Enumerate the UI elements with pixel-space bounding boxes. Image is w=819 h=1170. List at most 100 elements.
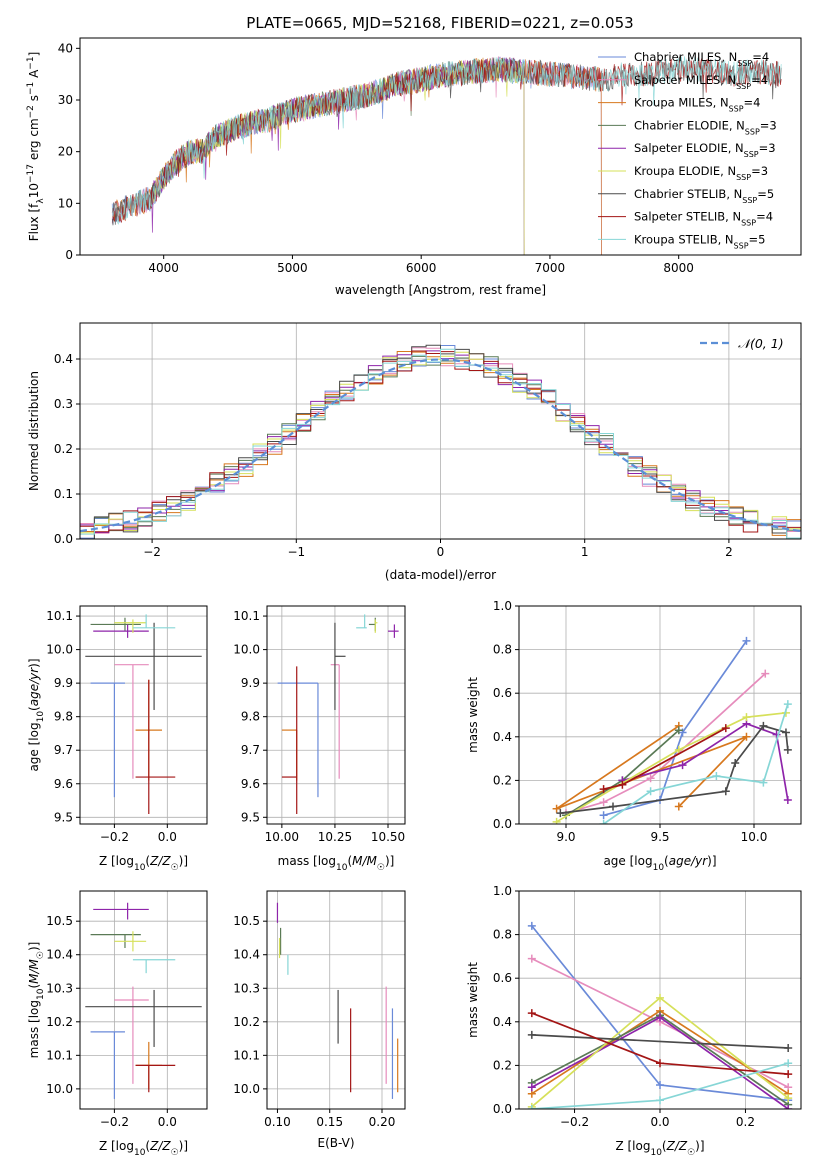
weight-marker bbox=[527, 1083, 536, 1092]
x-axis-label: Z [log10(Z/Z☉)] bbox=[99, 1139, 188, 1158]
weight-series bbox=[527, 1009, 793, 1079]
legend-entry: Salpeter MILES, NSSP=4 bbox=[634, 73, 768, 91]
errorbar-point bbox=[281, 666, 298, 814]
weight-marker bbox=[552, 817, 561, 824]
weight-vs-age-frame: 9.0 9.5 10.0 0.0 0.2 0.4 0.6 0.8 1.0 age [log10(a… bbox=[466, 599, 802, 873]
y-axis-label: Flux [fλ10−17 erg cm−2 s−1 A−1] bbox=[26, 52, 46, 242]
y-tick-label: 0.4 bbox=[54, 352, 73, 366]
y-tick-label: 9.8 bbox=[54, 710, 73, 724]
y-tick-label: 10.4 bbox=[46, 948, 73, 962]
legend-entry: Salpeter STELIB, NSSP=4 bbox=[634, 210, 773, 228]
y-tick-label: 0.4 bbox=[493, 1015, 512, 1029]
x-axis-label: wavelength [Angstrom, rest frame] bbox=[335, 283, 546, 297]
weight-vs-Z-frame: −0.2 0.0 0.2 0.0 0.2 0.4 0.6 0.8 1.0 Z [log10(Z/Z… bbox=[466, 884, 802, 1158]
weight-marker bbox=[656, 993, 664, 1002]
weight-line bbox=[565, 729, 680, 817]
weight-marker bbox=[742, 636, 751, 645]
errorbar-point bbox=[388, 624, 399, 638]
errorbar-point bbox=[281, 729, 298, 781]
x-tick-label: 10.00 bbox=[265, 830, 299, 844]
weight-series bbox=[562, 669, 770, 818]
y-axis-label: mass [log10(M/M☉)] bbox=[27, 942, 46, 1059]
x-tick-label: 10.50 bbox=[371, 830, 405, 844]
y-tick-label: 0 bbox=[65, 248, 73, 262]
mass-vs-Z-frame: −0.2 0.0 10.0 10.1 10.2 10.3 10.4 10.5 Z [log10(… bbox=[27, 890, 208, 1158]
weight-vs-Z-axes: −0.2 0.0 0.2 0.0 0.2 0.4 0.6 0.8 1.0 Z [log10(Z/Z… bbox=[466, 884, 802, 1158]
axes-frame bbox=[79, 605, 208, 825]
y-tick-label: 10.1 bbox=[46, 1048, 73, 1062]
y-tick-label: 9.6 bbox=[54, 777, 73, 791]
weight-marker bbox=[742, 732, 751, 741]
weight-series bbox=[527, 993, 793, 1109]
y-tick-label: 0.2 bbox=[54, 442, 73, 456]
age-vs-mass-frame: 10.00 10.25 10.50 9.5 9.6 9.7 9.8 9.9 10.0 10.1 ma… bbox=[233, 605, 406, 873]
residual-hist-plot bbox=[80, 344, 801, 539]
x-tick-label: 7000 bbox=[535, 261, 566, 275]
y-tick-label: 1.0 bbox=[493, 884, 512, 898]
weight-series bbox=[556, 721, 792, 818]
legend-entry: Kroupa ELODIE, NSSP=3 bbox=[634, 164, 768, 182]
mass-vs-ebv-frame: 0.10 0.15 0.20 10.0 10.1 10.2 10.3 10.4 10.5 E(B-… bbox=[233, 890, 406, 1150]
y-tick-label: 10.1 bbox=[233, 1048, 260, 1062]
errorbar-point bbox=[114, 931, 147, 952]
weight-marker bbox=[674, 745, 683, 754]
errorbar-point bbox=[114, 619, 147, 633]
spectrum-plot bbox=[111, 55, 782, 255]
y-tick-label: 0.8 bbox=[493, 928, 512, 942]
weight-marker bbox=[784, 1094, 793, 1103]
age-vs-Z-axes: −0.2 0.0 9.5 9.6 9.7 9.8 9.9 10.0 10.1 Z [log10(Z… bbox=[27, 605, 208, 873]
weight-marker bbox=[656, 1096, 664, 1105]
y-tick-label: 9.9 bbox=[241, 676, 260, 690]
y-tick-label: 10.0 bbox=[46, 643, 73, 657]
weight-line bbox=[565, 672, 766, 814]
x-tick-label: 2 bbox=[725, 545, 733, 559]
weight-marker bbox=[656, 1059, 664, 1068]
y-tick-label: 10.5 bbox=[46, 914, 73, 928]
weight-vs-age-plot bbox=[552, 636, 792, 824]
x-tick-label: 5000 bbox=[277, 261, 308, 275]
weight-marker bbox=[527, 954, 536, 963]
y-axis-label: age [log10(age/yr)] bbox=[27, 658, 46, 771]
weight-marker bbox=[552, 804, 561, 813]
weight-marker bbox=[527, 1009, 536, 1018]
spectrum-line bbox=[150, 58, 525, 255]
weight-marker bbox=[527, 921, 536, 930]
weight-marker bbox=[731, 758, 740, 767]
weight-marker bbox=[527, 1030, 536, 1039]
weight-marker bbox=[761, 669, 770, 678]
y-tick-label: 10.0 bbox=[233, 643, 260, 657]
weight-marker bbox=[678, 761, 687, 770]
weight-marker bbox=[527, 1105, 536, 1109]
weight-series bbox=[527, 1013, 793, 1109]
y-tick-label: 9.5 bbox=[54, 810, 73, 824]
weight-marker bbox=[784, 1105, 793, 1109]
weight-marker bbox=[599, 798, 608, 807]
x-tick-label: 0.2 bbox=[736, 1115, 755, 1129]
errorbar-point bbox=[277, 682, 319, 798]
y-tick-label: 10.2 bbox=[233, 1015, 260, 1029]
x-axis-label: (data-model)/error bbox=[385, 568, 496, 582]
x-tick-label: −0.2 bbox=[100, 1115, 129, 1129]
weight-marker bbox=[784, 1043, 793, 1052]
y-tick-label: 10.1 bbox=[46, 609, 73, 623]
x-tick-label: −1 bbox=[287, 545, 305, 559]
weight-marker bbox=[599, 785, 608, 794]
y-tick-label: 10.2 bbox=[46, 1015, 73, 1029]
y-tick-label: 0.4 bbox=[493, 730, 512, 744]
weight-marker bbox=[784, 1070, 793, 1079]
weight-marker bbox=[781, 728, 790, 737]
weight-series bbox=[599, 724, 730, 794]
weight-marker bbox=[783, 745, 792, 754]
weight-marker bbox=[656, 1013, 664, 1022]
y-axis-label: mass weight bbox=[466, 962, 480, 1038]
weight-marker bbox=[609, 802, 617, 811]
weight-series bbox=[527, 1030, 793, 1052]
y-tick-label: 10.3 bbox=[46, 981, 73, 995]
weight-marker bbox=[646, 774, 655, 783]
weight-marker bbox=[646, 787, 655, 796]
errorbar-point bbox=[334, 622, 346, 710]
y-tick-label: 10.3 bbox=[233, 981, 260, 995]
y-tick-label: 0.0 bbox=[54, 532, 73, 546]
histogram-step bbox=[80, 348, 801, 539]
y-tick-label: 10 bbox=[58, 196, 73, 210]
